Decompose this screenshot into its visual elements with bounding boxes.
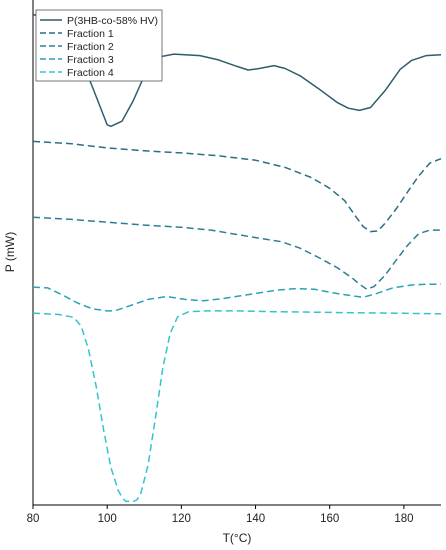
x-tick-label: 100 bbox=[98, 513, 117, 525]
legend-label-3: Fraction 3 bbox=[67, 54, 114, 66]
x-axis-label: T(°C) bbox=[223, 531, 252, 545]
series-line-2 bbox=[32, 216, 441, 291]
legend-label-4: Fraction 4 bbox=[67, 67, 114, 79]
legend-label-0: P(3HB-co-58% HV) bbox=[67, 15, 158, 27]
legend-label-1: Fraction 1 bbox=[67, 28, 114, 40]
x-tick-label: 80 bbox=[27, 513, 40, 525]
series-line-1 bbox=[32, 140, 442, 233]
legend-box bbox=[35, 9, 163, 82]
series-line-0 bbox=[32, 13, 442, 128]
series-line-3 bbox=[32, 283, 441, 312]
x-tick-label: 160 bbox=[320, 513, 339, 525]
x-tick-label: 180 bbox=[394, 513, 413, 525]
series-line-4 bbox=[32, 310, 442, 503]
x-tick-label: 120 bbox=[172, 513, 191, 525]
x-tick-label: 140 bbox=[246, 513, 265, 525]
series-layer bbox=[32, 13, 442, 503]
x-ticks: 80 100 120 140 160 180 bbox=[27, 505, 414, 525]
legend-label-2: Fraction 2 bbox=[67, 41, 114, 53]
y-axis-label: P (mW) bbox=[3, 232, 17, 272]
